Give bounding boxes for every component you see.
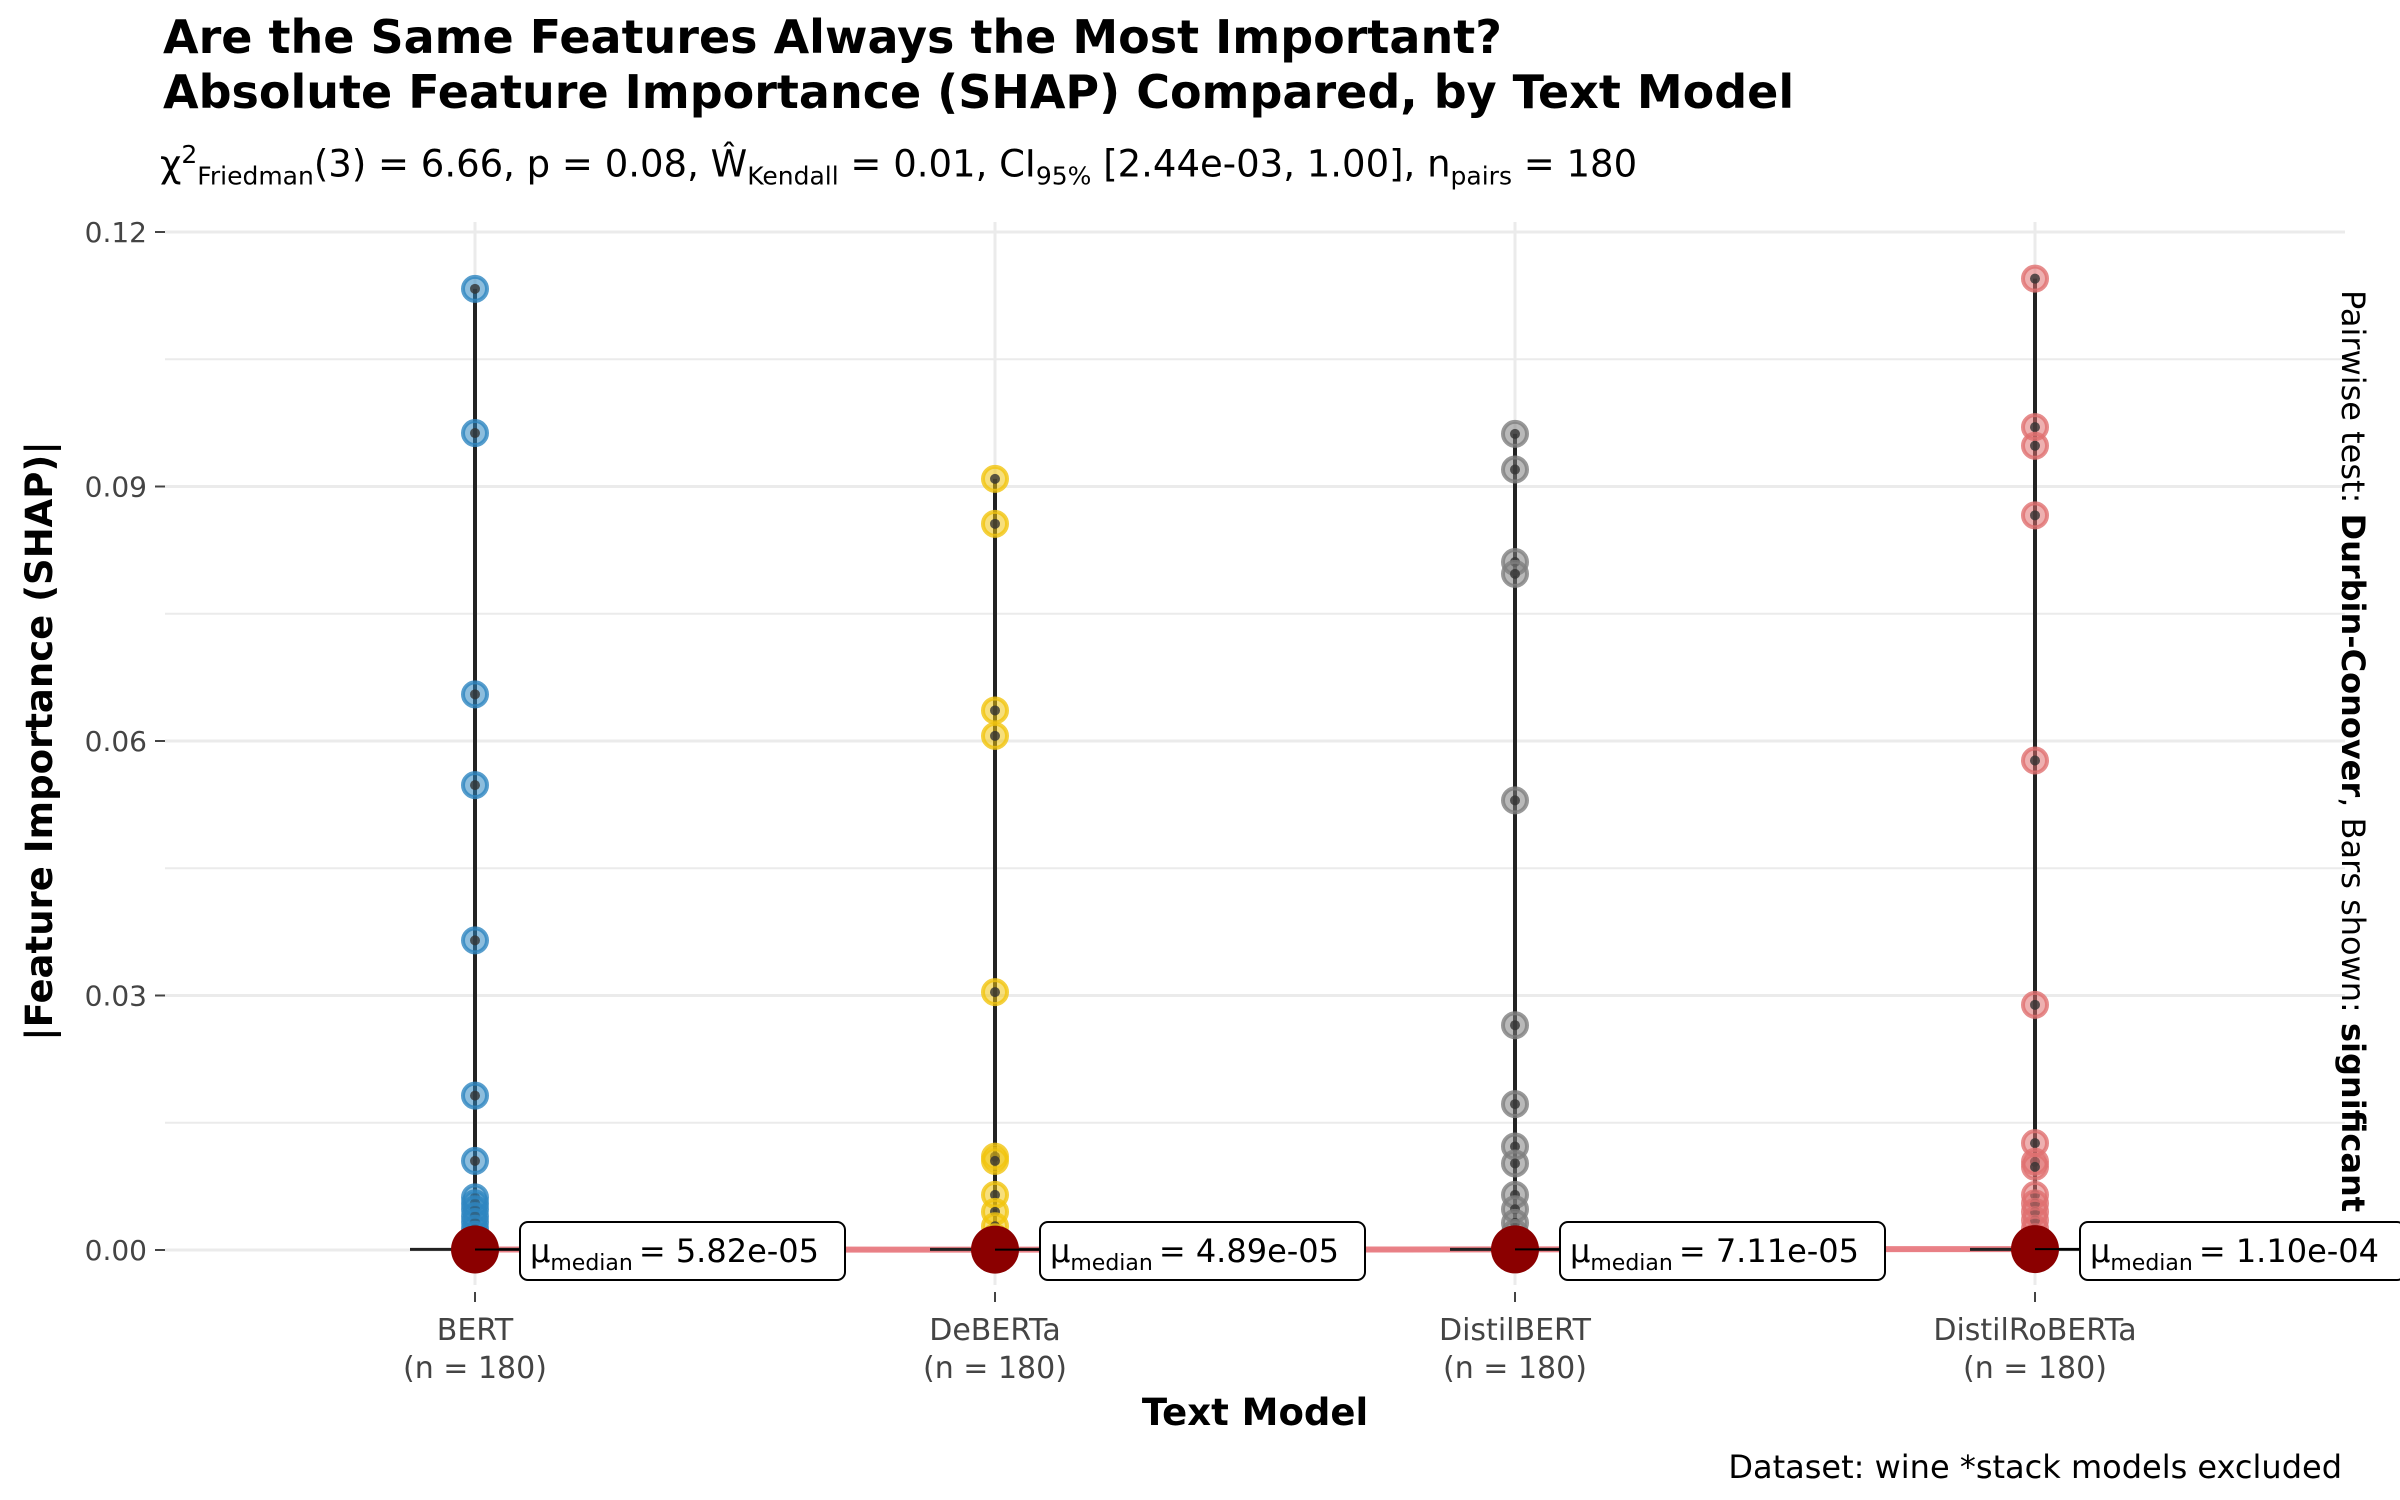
median-label-sub: median (550, 1251, 632, 1276)
data-point-center (1510, 568, 1520, 579)
x-axis-title: Text Model (1142, 1391, 1368, 1434)
title-block: Are the Same Features Always the Most Im… (163, 10, 1794, 120)
data-point-center (1510, 1141, 1520, 1152)
median-label: μmedian = 1.10e-04 (2090, 1232, 2379, 1276)
grid-layer (165, 222, 2345, 1285)
side-note-prefix: Pairwise test: (2334, 290, 2372, 514)
chi-symbol: χ (160, 142, 182, 186)
x-tick-count-label: (n = 180) (1963, 1351, 2107, 1386)
data-point-center (1510, 1020, 1520, 1031)
median-label-sub: median (1070, 1251, 1152, 1276)
data-point-center (1510, 1158, 1520, 1169)
x-tick-count-label: (n = 180) (923, 1351, 1067, 1386)
median-label-box (2079, 1221, 2400, 1281)
data-point-center (990, 987, 1000, 998)
chi-value: (3) = 6.66, p = 0.08, (313, 142, 711, 186)
y-tick-label: 0.00 (85, 1234, 147, 1267)
median-label-value: = 7.11e-05 (1679, 1232, 1859, 1270)
side-note-test: Durbin-Conover (2334, 513, 2372, 798)
data-point-center (990, 518, 1000, 529)
ci-value: [2.44e-03, 1.00], n (1091, 142, 1451, 186)
y-tick-label: 0.09 (85, 471, 147, 504)
data-point-center (470, 935, 480, 946)
x-tick-label: DeBERTa (929, 1313, 1061, 1348)
ci-subscript: 95% (1035, 161, 1092, 191)
data-point-center (470, 780, 480, 791)
data-point-center (2030, 755, 2040, 766)
w-symbol: Ŵ (710, 142, 748, 186)
data-point-center (470, 689, 480, 700)
data-point-center (990, 1155, 1000, 1166)
data-point-center (990, 1189, 1000, 1200)
median-label-value: = 4.89e-05 (1159, 1232, 1339, 1270)
label-layer: μmedian = 5.82e-05 μmedian = 4.89e-05 μmedia… (475, 1221, 2400, 1281)
data-point-center (470, 1155, 480, 1166)
y-tick-label: 0.03 (85, 980, 147, 1013)
data-point-center (2030, 1161, 2040, 1172)
median-label-box (519, 1221, 846, 1281)
median-label: μmedian = 7.11e-05 (1570, 1232, 1859, 1276)
chi-subscript: Friedman (197, 161, 314, 191)
median-label-sub: median (1590, 1251, 1672, 1276)
side-note-shown: significant (2334, 1023, 2372, 1213)
median-label-mu: μ (530, 1232, 550, 1270)
y-tick-label: 0.06 (85, 725, 147, 758)
w-value: = 0.01, CI (838, 142, 1036, 186)
data-point-center (1510, 464, 1520, 475)
w-subscript: Kendall (747, 161, 839, 191)
median-label-value: = 1.10e-04 (2199, 1232, 2379, 1270)
data-point-center (2030, 1138, 2040, 1149)
x-tick-label: DistilBERT (1439, 1313, 1592, 1348)
y-tick-label: 0.12 (85, 216, 147, 249)
data-point-center (990, 473, 1000, 484)
pairwise-test-note: Pairwise test: Durbin-Conover, Bars show… (2334, 290, 2372, 1212)
median-label-value: = 5.82e-05 (639, 1232, 819, 1270)
x-tick-count-label: (n = 180) (403, 1351, 547, 1386)
data-point-center (470, 283, 480, 294)
x-tick-count-label: (n = 180) (1443, 1351, 1587, 1386)
data-point-center (1510, 428, 1520, 439)
data-point-center (2030, 273, 2040, 284)
statistics-subtitle: χ2Friedman(3) = 6.66, p = 0.08, ŴKendall… (160, 140, 1637, 191)
chi-superscript: 2 (181, 140, 198, 169)
median-label-box (1559, 1221, 1886, 1281)
median-label-sub: median (2110, 1251, 2192, 1276)
data-point-center (2030, 510, 2040, 521)
data-point-center (2030, 440, 2040, 451)
data-point-center (1510, 1099, 1520, 1110)
n-value: = 180 (1511, 142, 1638, 186)
n-subscript: pairs (1450, 161, 1512, 191)
data-point-center (2030, 422, 2040, 433)
data-point-center (990, 705, 1000, 716)
data-point-center (1510, 795, 1520, 806)
chart-subtitle-title: Absolute Feature Importance (SHAP) Compa… (163, 65, 1795, 119)
dataset-caption: Dataset: wine *stack models excluded (1728, 1448, 2342, 1486)
side-note-middle: , Bars shown: (2334, 797, 2372, 1023)
median-label: μmedian = 5.82e-05 (530, 1232, 819, 1276)
series-layer (410, 264, 2100, 1274)
data-point-center (470, 428, 480, 439)
median-label-mu: μ (1050, 1232, 1070, 1270)
chart-title: Are the Same Features Always the Most Im… (163, 10, 1502, 64)
median-label-mu: μ (1570, 1232, 1590, 1270)
x-tick-label: BERT (437, 1313, 514, 1348)
data-point-center (2030, 999, 2040, 1010)
median-label-box (1039, 1221, 1366, 1281)
data-point-center (470, 1090, 480, 1101)
median-label-mu: μ (2090, 1232, 2110, 1270)
x-tick-label: DistilRoBERTa (1933, 1313, 2136, 1348)
median-label: μmedian = 4.89e-05 (1050, 1232, 1339, 1276)
data-point-center (990, 730, 1000, 741)
y-axis-title: |Feature Importance (SHAP)| (18, 441, 61, 1041)
